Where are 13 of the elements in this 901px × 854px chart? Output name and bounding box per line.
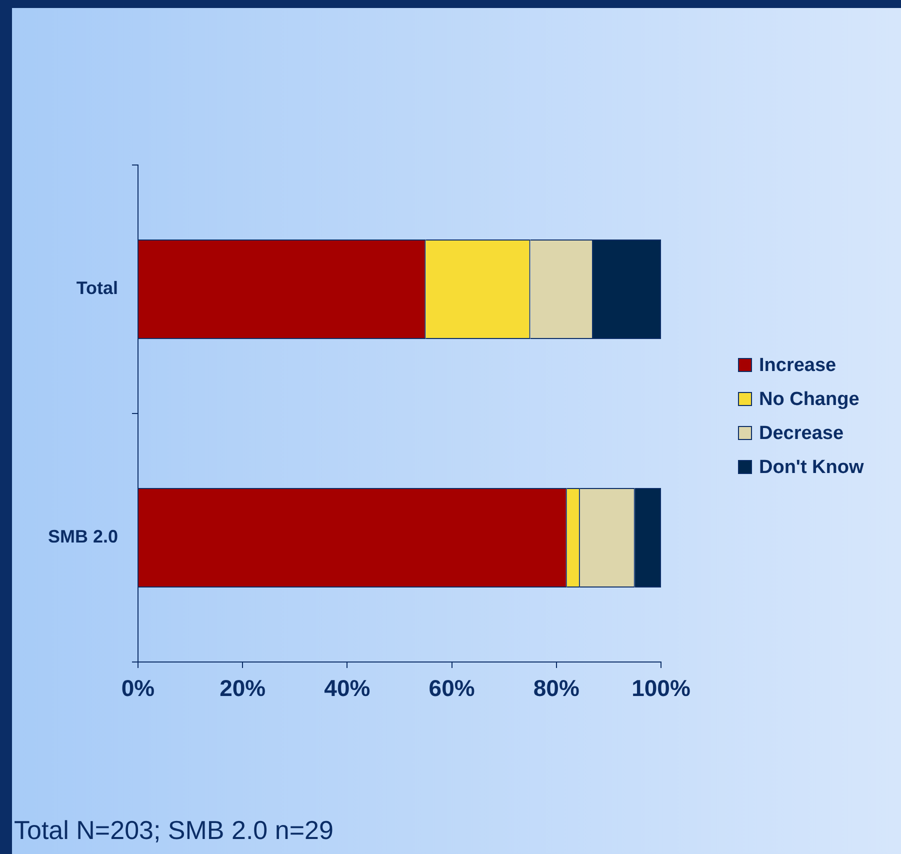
y-tick-label: Total xyxy=(76,278,118,298)
x-tick-label: 100% xyxy=(632,675,690,702)
legend-label: Decrease xyxy=(758,422,845,446)
legend-label: No Change xyxy=(758,388,860,412)
x-tick-label: 20% xyxy=(220,675,266,702)
x-tick-label: 0% xyxy=(121,675,155,702)
legend-label: Don't Know xyxy=(758,456,864,480)
x-tick-label: 40% xyxy=(324,675,370,702)
text: Increase xyxy=(758,354,838,378)
text: Total N=203; SMB 2.0 n=29 xyxy=(14,815,334,846)
y-tick-label: SMB 2.0 xyxy=(48,526,118,547)
x-tick-label: 60% xyxy=(428,675,475,702)
x-tick-label: 80% xyxy=(533,675,580,702)
